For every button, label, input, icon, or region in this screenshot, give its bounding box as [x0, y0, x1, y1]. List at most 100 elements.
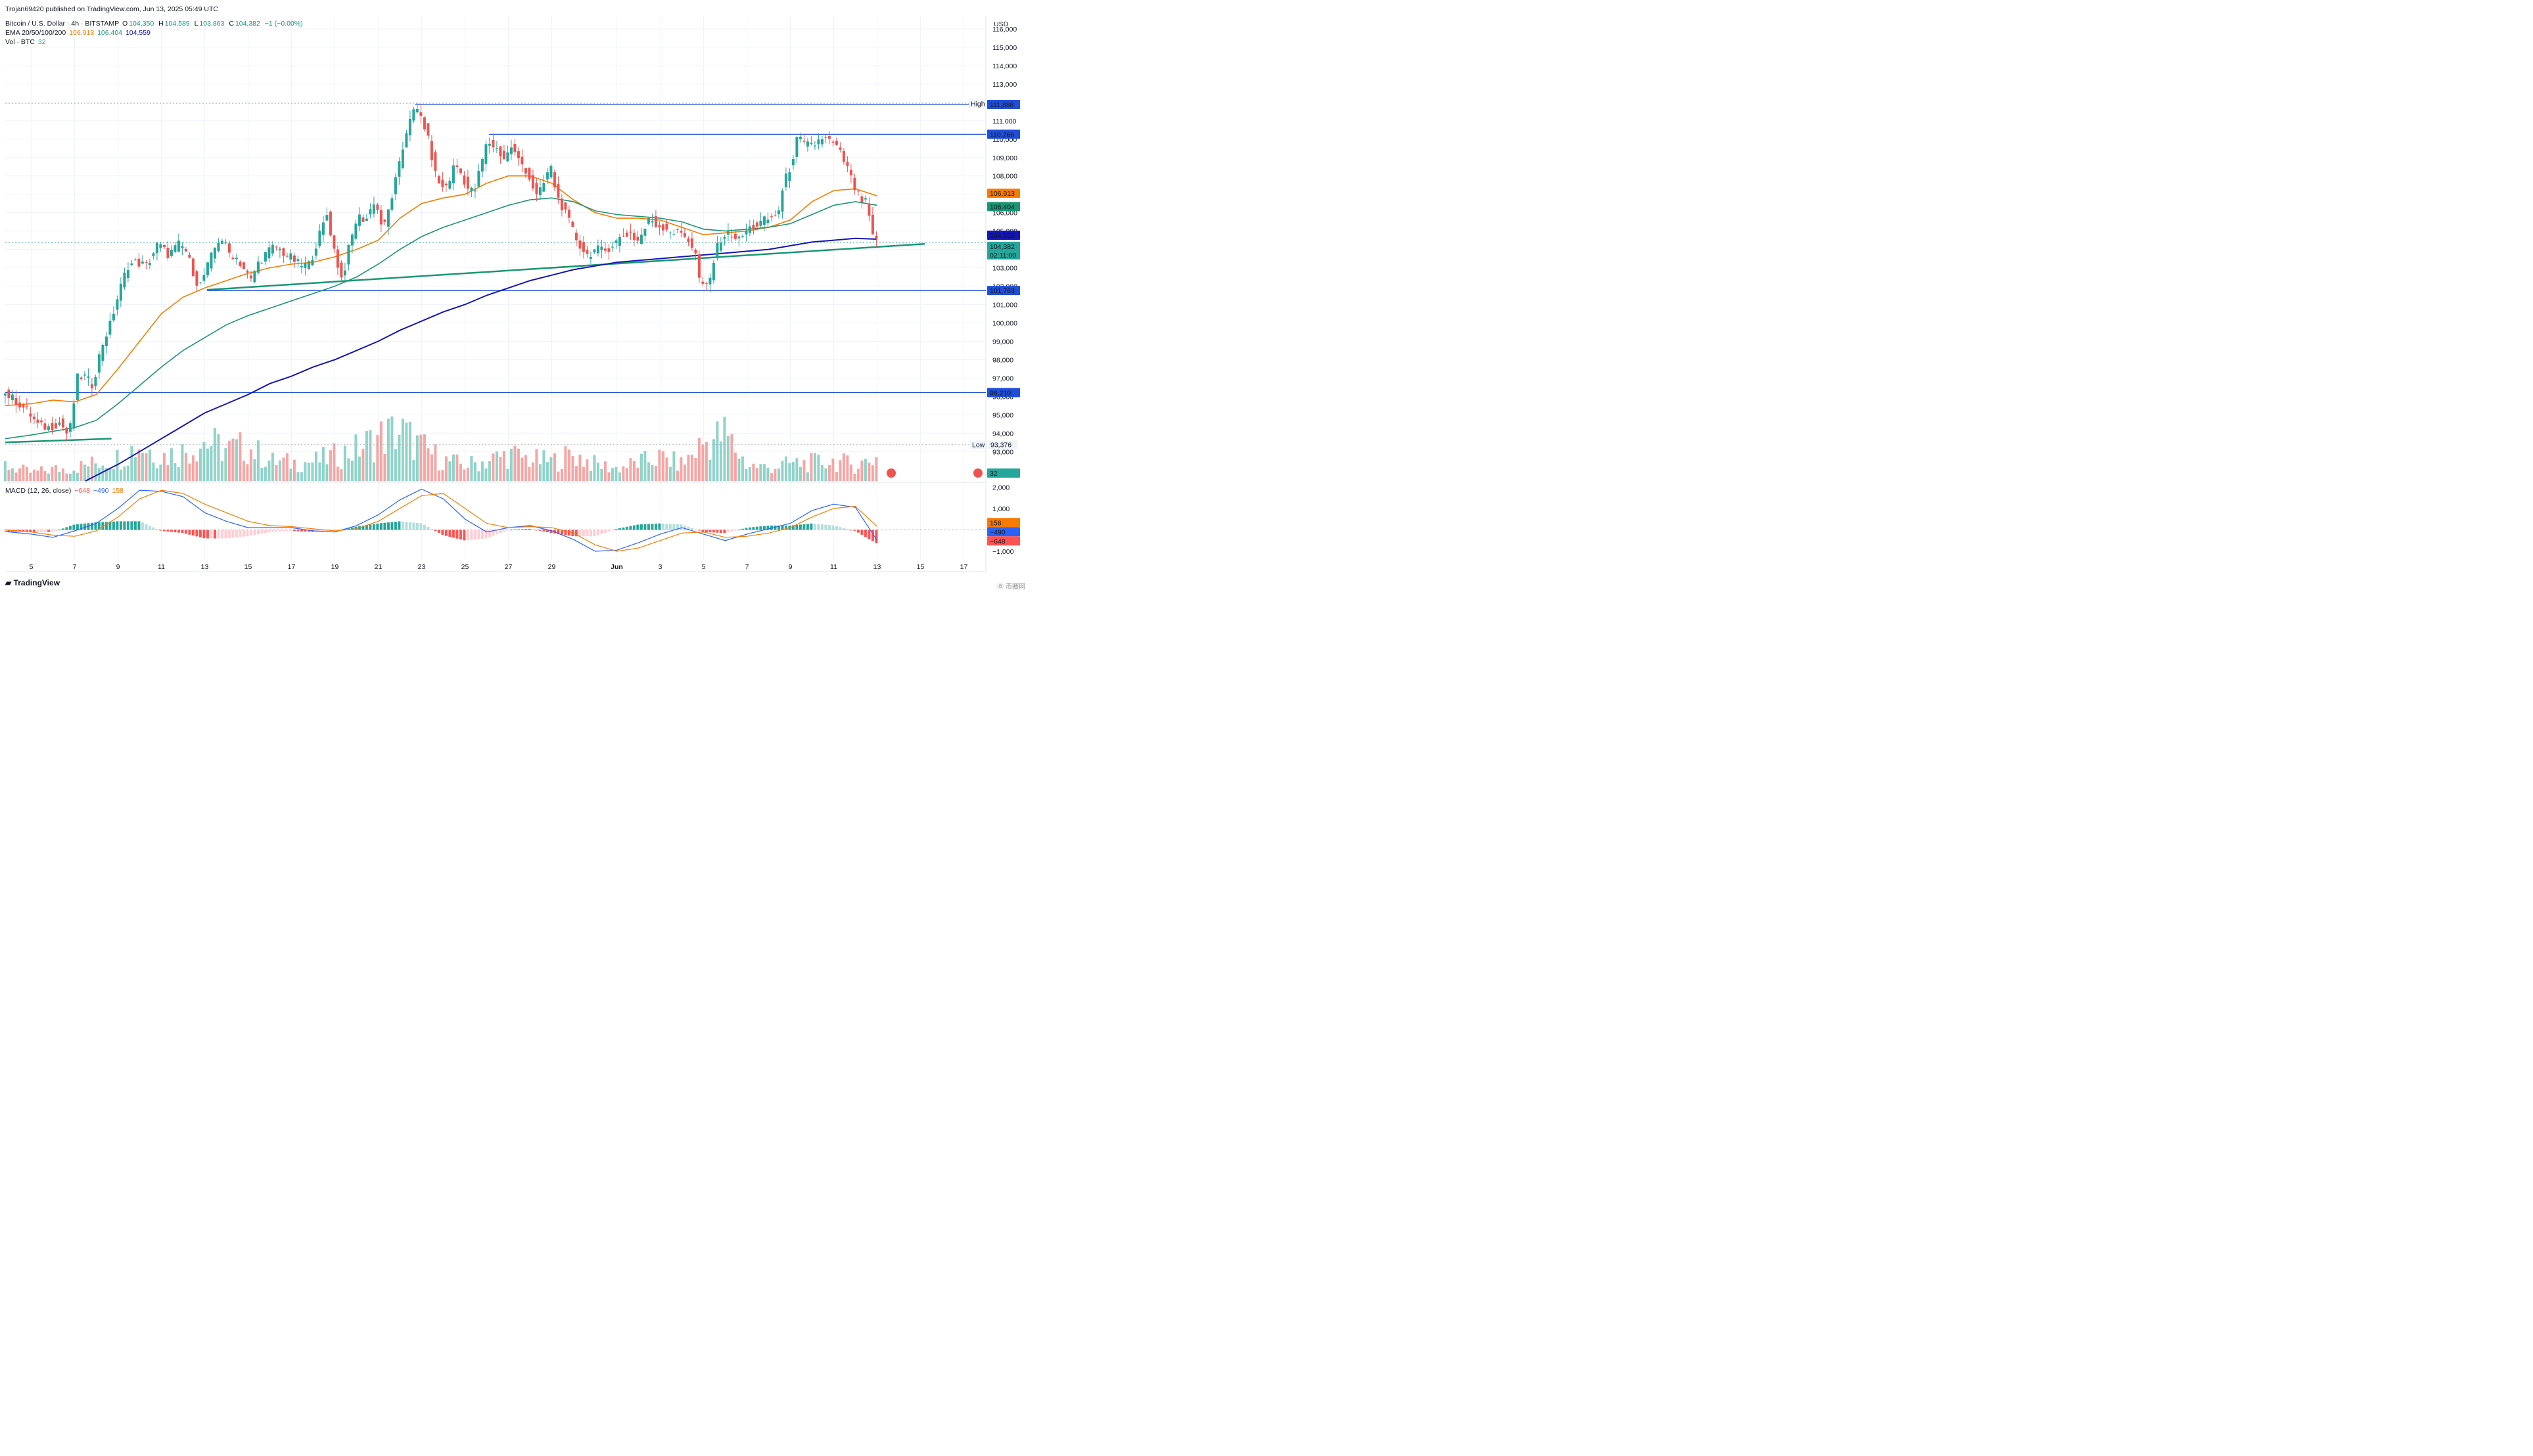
candle-body — [36, 419, 39, 423]
candle-body — [80, 377, 83, 380]
volume-bar — [827, 465, 831, 481]
candle-body — [846, 162, 849, 166]
candle-body — [480, 159, 484, 172]
candle-body — [325, 215, 329, 221]
volume-bar — [611, 468, 614, 481]
volume-bar — [292, 459, 296, 481]
volume-bar — [358, 456, 361, 481]
candle-body — [217, 243, 220, 251]
candle-body — [365, 218, 368, 221]
candle-body — [690, 238, 693, 248]
tradingview-logo[interactable]: ▰ TradingView — [5, 578, 60, 587]
volume-bar — [683, 465, 686, 481]
macd-tick-label: 2,000 — [992, 484, 1010, 491]
macd-line-tag-bg — [987, 527, 1020, 537]
candle-body — [741, 236, 744, 237]
candle-body — [152, 253, 155, 256]
candle-body — [759, 220, 762, 226]
macd-hist-bar — [68, 526, 72, 530]
volume-bar — [80, 461, 83, 481]
macd-hist-bar — [7, 530, 11, 532]
volume-bar — [11, 468, 14, 481]
candle-body — [495, 148, 498, 150]
candle-body — [770, 216, 773, 217]
macd-hist-bar — [795, 524, 799, 530]
macd-hist-bar — [705, 530, 708, 532]
volume-bar — [90, 456, 93, 481]
macd-hist-bar — [123, 521, 126, 530]
price-chart[interactable]: USD93,00094,00095,00096,00097,00098,0009… — [0, 0, 1031, 595]
macd-hist-bar — [625, 526, 628, 530]
candle-body — [25, 406, 28, 407]
ema200-tag: 104,559 — [990, 232, 1015, 240]
volume-bar — [437, 470, 440, 481]
candlesticks[interactable] — [3, 102, 878, 442]
candle-body — [307, 261, 310, 269]
volume-bar — [379, 421, 383, 481]
candle-body — [430, 141, 433, 160]
volume-bar — [405, 422, 408, 481]
volume-bar — [607, 472, 611, 481]
candle-body — [90, 384, 93, 388]
macd-hist-bar — [213, 530, 216, 539]
macd-line-tag: −490 — [990, 528, 1006, 536]
macd-hist-bar — [846, 529, 849, 530]
candle-body — [61, 419, 64, 428]
candle-body — [582, 242, 585, 252]
macd-hist-bar — [198, 530, 202, 537]
horizontal-levels[interactable] — [5, 102, 986, 445]
candle-body — [29, 413, 32, 417]
ema-legend[interactable]: EMA 20/50/100/200 106,913 106,404 104,55… — [5, 29, 152, 37]
candle-body — [285, 256, 289, 257]
macd-hist-bar — [170, 530, 173, 532]
volume-legend[interactable]: Vol · BTC 32 — [5, 38, 47, 46]
macd-hist-bar — [528, 528, 531, 530]
macd-hist-bar — [716, 530, 719, 533]
macd-hist-bar — [586, 530, 589, 537]
candle-body — [560, 198, 563, 211]
macd-hist-bar — [622, 527, 625, 530]
volume-bar — [553, 453, 556, 481]
volume-bar — [849, 464, 852, 481]
candle-body — [709, 277, 712, 284]
time-tick-label: 5 — [30, 563, 34, 571]
macd-hist-bar — [246, 530, 249, 537]
candle-body — [7, 389, 11, 399]
macd-hist-bar — [444, 530, 448, 536]
macd-signal-tag: 158 — [990, 519, 1002, 527]
macd-hist-bar — [784, 525, 787, 530]
candle-body — [665, 223, 668, 230]
volume-bars — [3, 416, 878, 481]
volume-bar — [719, 441, 722, 481]
volume-bar — [213, 428, 216, 481]
macd-hist-bar — [278, 530, 281, 532]
volume-bar — [528, 466, 531, 481]
macd-hist-bar — [166, 530, 170, 532]
volume-bar — [174, 463, 177, 481]
ema-legend-label: EMA 20/50/100/200 — [5, 29, 66, 37]
volume-bar — [119, 469, 122, 481]
time-tick-label: 19 — [331, 563, 339, 571]
time-axis[interactable]: 5 7 9 11 13 15 17 19 21 23 25 27 29 Jun 3 5 7 9 11 13 15 17 — [30, 563, 968, 571]
volume-bar — [239, 432, 242, 481]
macd-hist-bar — [419, 523, 423, 530]
macd-hist-bar — [542, 530, 546, 532]
macd-hist-bar — [741, 528, 744, 530]
macd-hist-bar — [325, 530, 329, 532]
volume-bar — [651, 465, 654, 481]
candle-body — [531, 175, 534, 189]
candle-body — [444, 183, 448, 185]
candle-body — [647, 218, 650, 224]
volume-bar — [260, 467, 264, 481]
macd-hist-bar — [108, 521, 112, 530]
ohlc-low: L 103,863 — [194, 20, 225, 28]
price-tick-label: 116,000 — [992, 26, 1017, 34]
volume-bar — [716, 421, 719, 481]
macd-hist-bar — [477, 530, 480, 539]
symbol-name[interactable]: Bitcoin / U.S. Dollar · 4h · BITSTAMP — [5, 20, 120, 28]
candle-body — [521, 156, 524, 165]
last-price-tag-bg — [987, 241, 1020, 251]
macd-legend[interactable]: MACD (12, 26, close) −648 −490 158 — [5, 487, 125, 495]
macd-hist-bar — [227, 530, 231, 538]
macd-hist-bar — [101, 522, 105, 530]
